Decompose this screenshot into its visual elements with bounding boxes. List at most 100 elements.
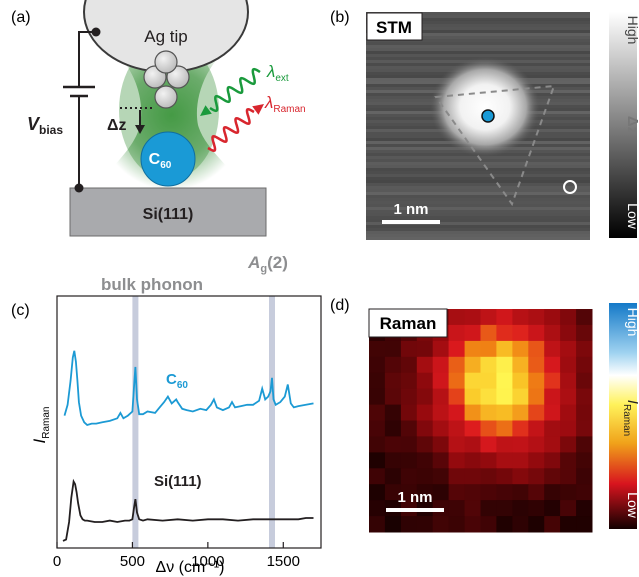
- raman-map-pixel: [432, 468, 450, 485]
- raman-map-pixel: [528, 484, 545, 501]
- lambda-raman-label: λRaman: [264, 93, 306, 115]
- raman-map-pixel: [416, 452, 434, 469]
- raman-map-pixel: [544, 500, 561, 517]
- tip-atom: [154, 85, 178, 109]
- raman-map-pixel: [480, 404, 497, 421]
- raman-map-pixel: [448, 436, 465, 453]
- plasmon-glow: [98, 40, 245, 190]
- stm-scan-line: [366, 54, 590, 57]
- raman-map-pixel: [464, 388, 481, 405]
- raman-map-pixel: [528, 324, 545, 342]
- raman-map-pixel: [400, 468, 418, 485]
- raman-map-pixel: [512, 420, 529, 437]
- raman-map-pixel: [528, 436, 545, 453]
- stm-tip-position-marker: [481, 109, 495, 123]
- raman-map-pixel: [544, 372, 561, 390]
- raman-map-pixel: [400, 420, 418, 437]
- raman-map-pixel: [384, 356, 402, 374]
- plot-frame: [56, 295, 322, 549]
- y-axis-label: IRaman: [30, 407, 52, 444]
- raman-map-pixel: [448, 309, 465, 326]
- stm-scan-line: [366, 162, 590, 165]
- raman-map-pixel: [416, 516, 434, 533]
- raman-map-pixel: [400, 356, 418, 374]
- raman-map-pixel: [576, 468, 593, 485]
- stm-scan-line: [366, 51, 590, 54]
- raman-map-pixel: [496, 468, 513, 485]
- raman-map-pixel: [512, 372, 529, 390]
- stm-scan-line: [366, 189, 590, 192]
- raman-map-pixel: [528, 420, 545, 437]
- excitation-wave: [209, 67, 261, 113]
- stm-scan-line: [366, 21, 590, 24]
- raman-map-pixel: [496, 309, 513, 326]
- raman-map-pixel: [416, 340, 434, 358]
- raman-map-pixel: [512, 356, 529, 374]
- stm-scan-line: [366, 228, 590, 231]
- v-bias-label: Vbias: [27, 114, 63, 137]
- raman-map-pixel: [369, 404, 386, 421]
- stm-scan-line: [366, 237, 590, 240]
- stm-title-box: [366, 12, 423, 41]
- annotation-ag2: Ag(2): [247, 253, 288, 275]
- raman-title: Raman: [380, 314, 437, 333]
- raman-map-pixel: [480, 324, 497, 342]
- raman-map-pixel: [432, 372, 450, 390]
- raman-map-pixel: [480, 388, 497, 405]
- raman-map-pixel: [496, 324, 513, 342]
- raman-map-pixel: [416, 372, 434, 390]
- stm-colorbar: [609, 12, 637, 238]
- raman-map-pixel: [528, 468, 545, 485]
- raman-map-pixel: [560, 340, 577, 358]
- raman-scale-bar-label: 1 nm: [397, 489, 432, 506]
- panel-c-label: (c): [11, 302, 30, 319]
- raman-map-pixel: [544, 516, 561, 533]
- raman-map-pixel: [544, 452, 561, 469]
- raman-wave: [207, 108, 255, 152]
- raman-map-pixel: [416, 404, 434, 421]
- raman-map-pixel: [576, 404, 593, 421]
- stm-scan-line: [366, 216, 590, 219]
- raman-map-pixel: [496, 340, 513, 358]
- stm-scan-line: [366, 18, 590, 21]
- raman-map-pixel: [480, 500, 497, 517]
- raman-map-pixel: [432, 340, 450, 358]
- raman-map-pixel: [512, 452, 529, 469]
- raman-map-pixel: [528, 309, 545, 326]
- raman-map-pixel: [512, 309, 529, 326]
- raman-map-pixel: [560, 309, 577, 326]
- raman-map-pixel: [384, 404, 402, 421]
- raman-map-pixel: [432, 356, 450, 374]
- spectrum-chart: 0 500 1000 1500: [53, 295, 322, 570]
- stm-scan-line: [366, 168, 590, 171]
- raman-map-pixel: [512, 324, 529, 342]
- raman-wave-arrow: [252, 104, 264, 115]
- raman-map-pixel: [464, 372, 481, 390]
- stm-scan-line: [366, 198, 590, 201]
- raman-map-pixel: [448, 468, 465, 485]
- raman-map-pixel: [496, 388, 513, 405]
- stm-scan-line: [366, 180, 590, 183]
- raman-map-pixel: [480, 356, 497, 374]
- stm-scan-line: [366, 36, 590, 39]
- band-ag2: [269, 296, 275, 548]
- panel-d-label: (d): [330, 297, 350, 314]
- raman-map-pixel: [416, 468, 434, 485]
- circuit-node: [74, 183, 84, 193]
- raman-map-pixel: [416, 388, 434, 405]
- x-axis: 0 500 1000 1500: [53, 542, 300, 570]
- raman-map-pixel: [576, 452, 593, 469]
- raman-map-pixel: [400, 388, 418, 405]
- raman-map-pixel: [384, 484, 402, 501]
- raman-map-pixel: [384, 516, 402, 533]
- raman-map-pixel: [480, 516, 497, 533]
- stm-scan-line: [366, 177, 590, 180]
- raman-map-pixel: [560, 436, 577, 453]
- raman-map-pixel: [480, 484, 497, 501]
- raman-colorbar: [609, 303, 637, 529]
- raman-map-pixel: [576, 420, 593, 437]
- series-si-label: Si(111): [154, 473, 202, 490]
- raman-map-pixel: [480, 452, 497, 469]
- stm-scan-line: [366, 159, 590, 162]
- x-tick-label: 500: [120, 553, 145, 570]
